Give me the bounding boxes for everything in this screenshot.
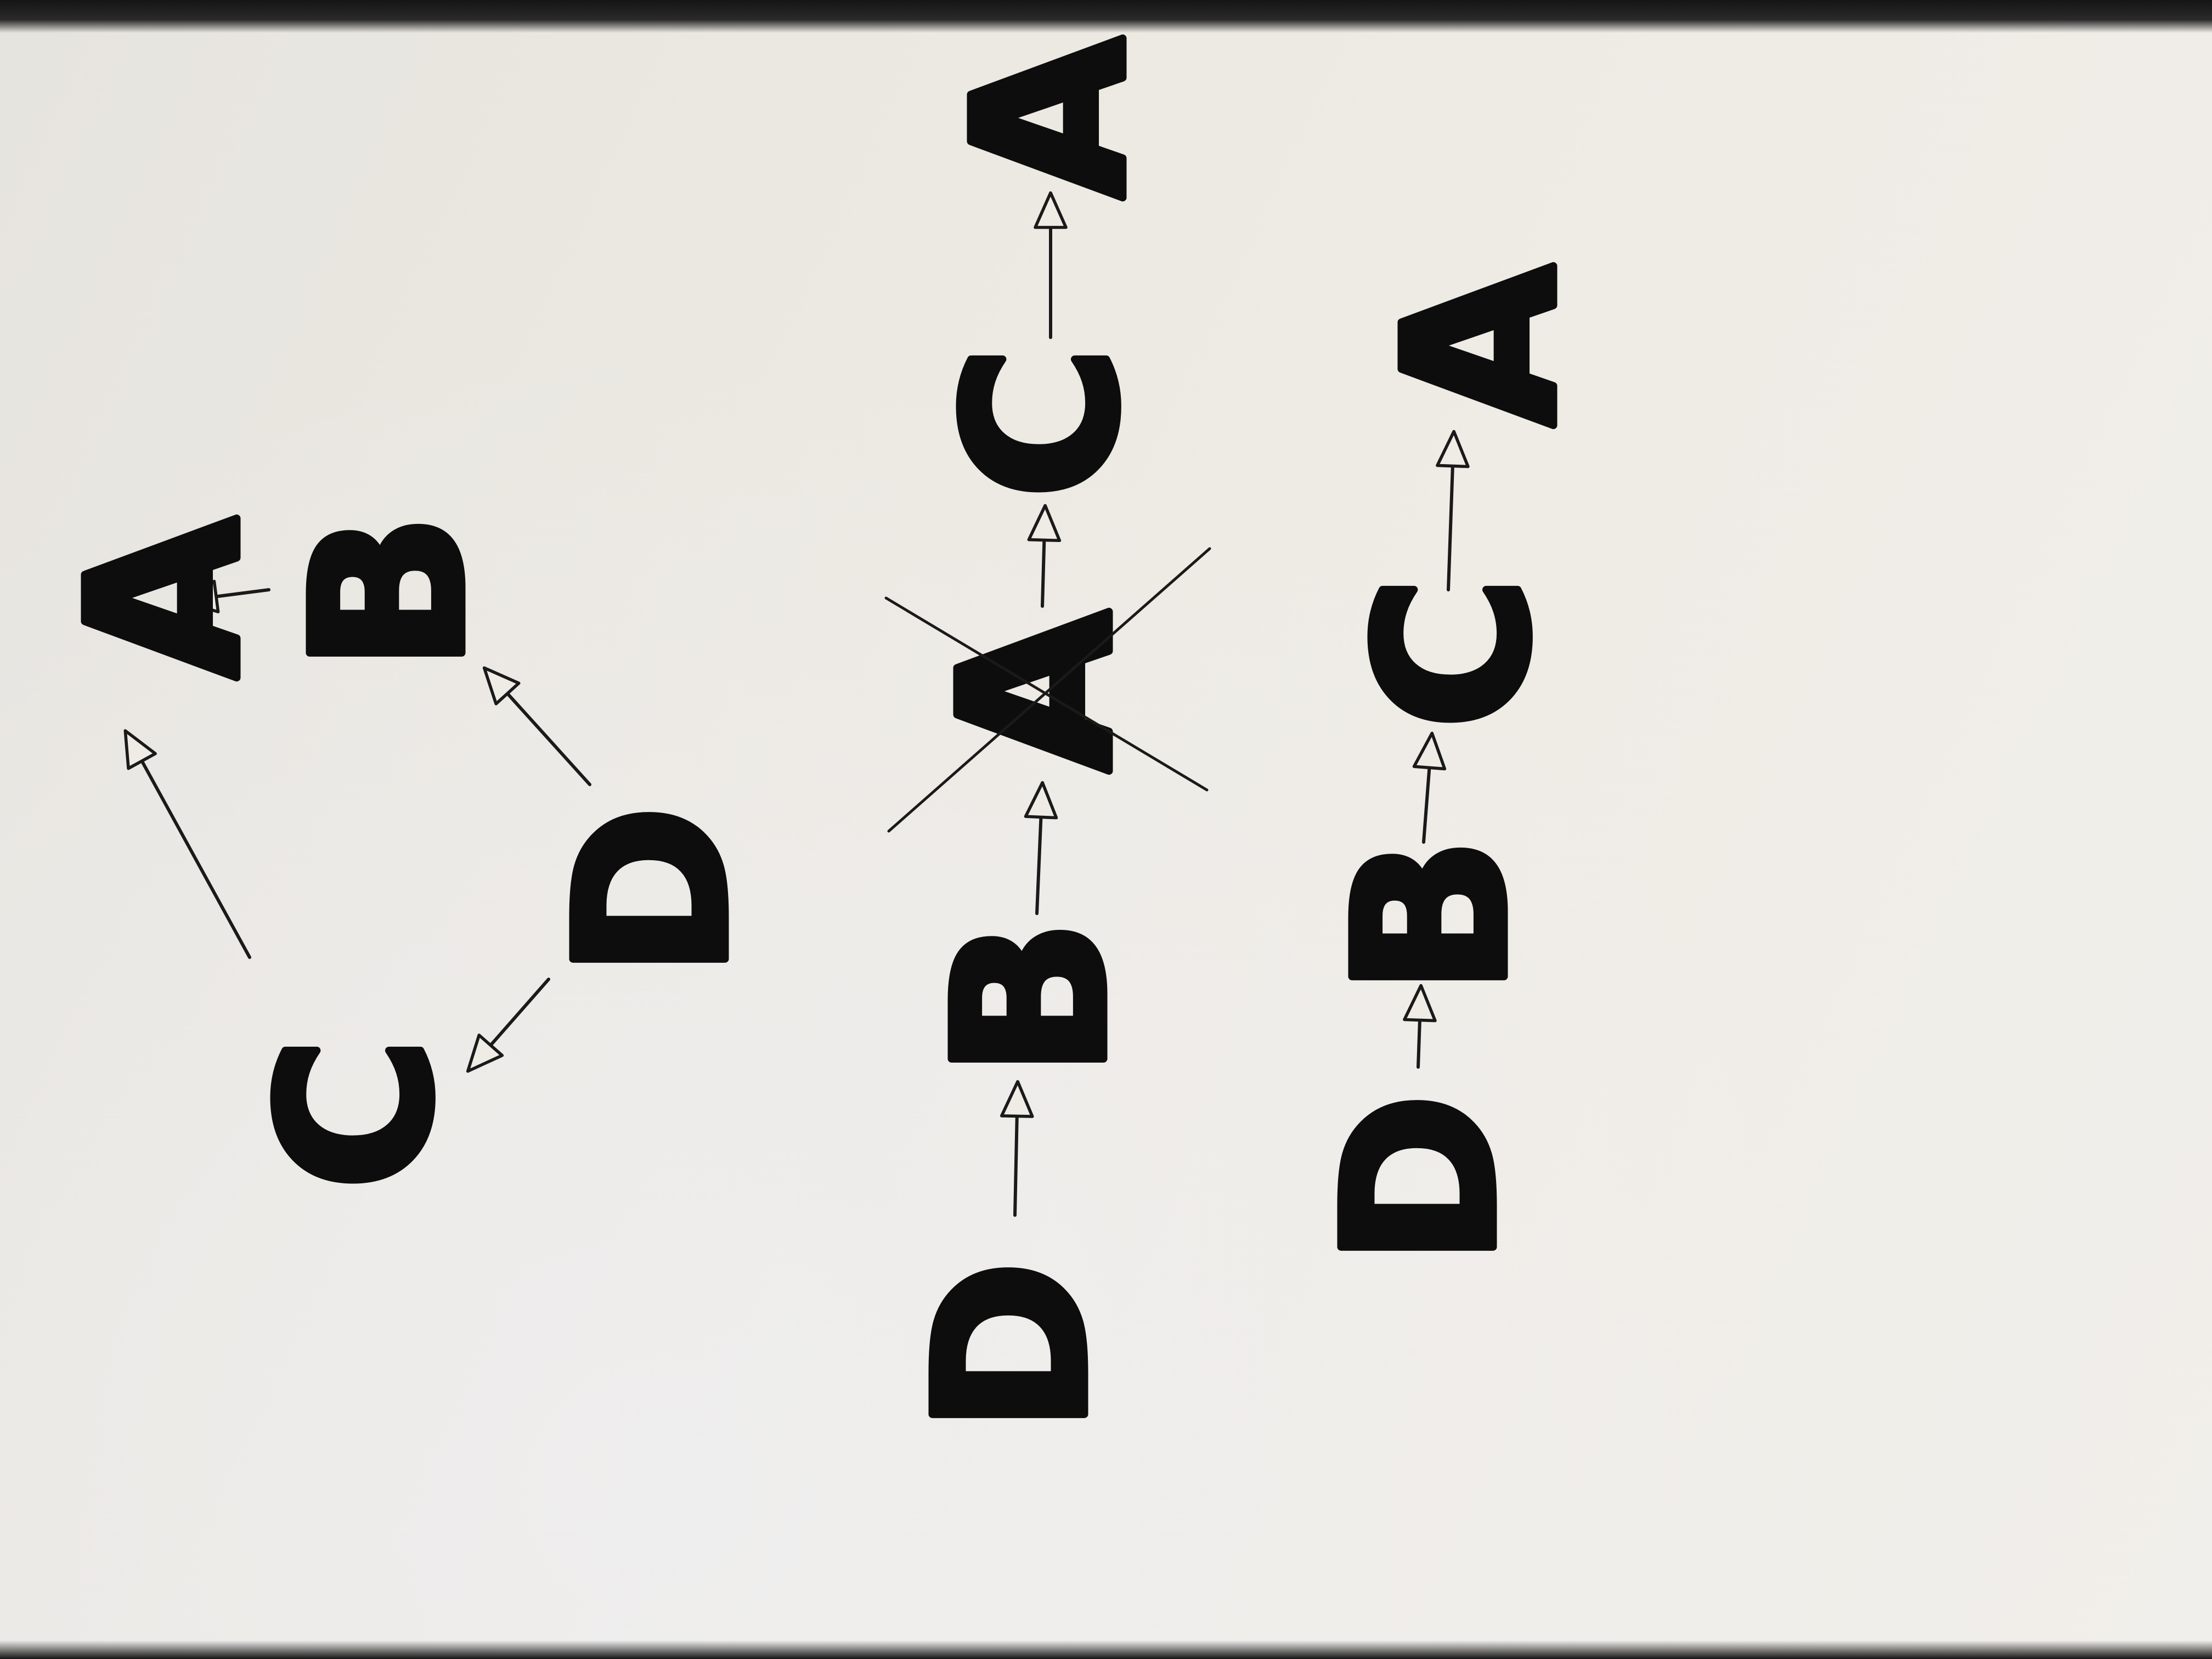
seq2-node-a-crossed: A: [916, 609, 1159, 772]
seq3-node-a: A: [1360, 263, 1603, 426]
node-d: D: [532, 805, 775, 978]
edge-d-to-b: [482, 666, 591, 786]
table-edge-bottom: [0, 1640, 2212, 1659]
edge-seq3-b-c: [1412, 731, 1447, 844]
seq2-node-a: A: [929, 36, 1172, 199]
edge-d-to-c: [466, 978, 550, 1073]
edge-b-to-a: [180, 579, 270, 613]
node-c: C: [235, 1037, 478, 1190]
seq3-node-d: D: [1300, 1093, 1543, 1266]
graph-1: A B D C: [40, 509, 778, 1194]
seq3-node-b: B: [1311, 837, 1554, 996]
edge-seq3-d-b: [1403, 984, 1437, 1069]
sequence-2: D B A C A: [884, 32, 1211, 1437]
edge-seq2-b-a: [1024, 781, 1058, 915]
edge-c-to-a: [123, 729, 251, 959]
edge-seq2-a-c: [1027, 504, 1062, 608]
seq3-node-c: C: [1333, 577, 1576, 730]
node-a: A: [43, 516, 286, 679]
seq2-node-d: D: [891, 1260, 1134, 1433]
edge-seq3-c-a: [1436, 430, 1470, 591]
seq2-node-c: C: [921, 346, 1164, 499]
seq2-node-b: B: [910, 919, 1153, 1078]
edge-seq2-d-b: [1000, 1080, 1034, 1217]
sequence-3: D B C A: [1296, 259, 1607, 1270]
table-edge-top: [0, 0, 2212, 33]
node-b: B: [268, 513, 511, 672]
cross-out-line-2: [887, 547, 1211, 833]
